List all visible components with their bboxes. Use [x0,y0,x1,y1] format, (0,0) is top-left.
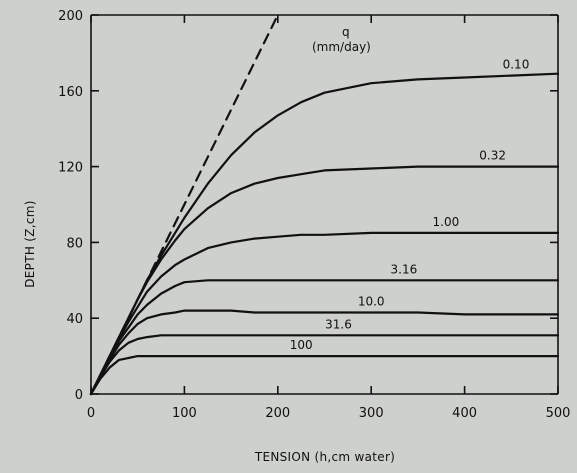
series-line-10-0 [89,309,560,396]
y-tick-label: 0 [75,388,83,403]
series-lines [89,72,560,396]
y-tick-label: 40 [66,312,83,327]
legend-title: q (mm/day) [312,25,371,54]
series-label-1-00: 1.00 [433,215,460,229]
x-tick-label: 300 [359,406,384,421]
series-line-100 [89,355,560,396]
y-axis-label: DEPTH (Z,cm) [23,200,37,288]
series-label-0-10: 0.10 [503,57,530,71]
series-line-31-6 [89,334,560,396]
series-label-100: 100 [290,338,313,352]
legend-title-symbol: q [342,25,350,39]
series-labels: 0.10 0.32 1.00 3.16 10.0 31.6 100 [290,57,530,352]
x-tick-label: 400 [452,406,477,421]
legend-title-unit: (mm/day) [312,40,371,54]
y-tick-label: 80 [66,236,83,251]
y-tick-label: 120 [58,161,83,176]
series-line-1-00 [89,231,560,396]
y-tick-label: 160 [58,85,83,100]
chart-axes [90,14,559,395]
series-label-0-32: 0.32 [479,149,506,163]
y-tick-label: 200 [58,9,83,24]
x-tick-label: 200 [265,406,290,421]
series-label-10-0: 10.0 [358,295,385,309]
x-axis-label: TENSION (h,cm water) [254,450,395,464]
series-label-3-16: 3.16 [391,262,418,276]
x-tick-label: 500 [546,406,571,421]
axis-tick-labels: 0 100 200 300 400 500 0 40 80 120 160 200 [58,9,570,421]
x-tick-label: 100 [172,406,197,421]
series-line-3-16 [89,279,560,396]
series-line-0-32 [89,165,560,396]
axis-ticks [90,14,559,395]
series-label-31-6: 31.6 [325,317,352,331]
x-tick-label: 0 [87,406,95,421]
